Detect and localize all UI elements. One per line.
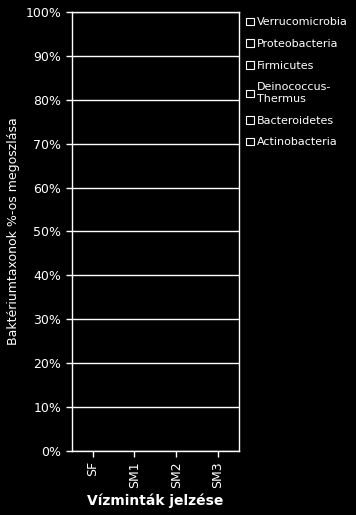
Legend: Verrucomicrobia, Proteobacteria, Firmicutes, Deinococcus-
Thermus, Bacteroidetes: Verrucomicrobia, Proteobacteria, Firmicu…: [246, 18, 348, 147]
Bar: [206, 12, 229, 451]
Bar: [81, 12, 104, 451]
Bar: [123, 12, 146, 451]
X-axis label: Vízminták jelzése: Vízminták jelzése: [87, 493, 224, 508]
Bar: [165, 12, 188, 451]
Y-axis label: Baktériumtaxonok %-os megoszlása: Baktériumtaxonok %-os megoszlása: [7, 117, 20, 346]
